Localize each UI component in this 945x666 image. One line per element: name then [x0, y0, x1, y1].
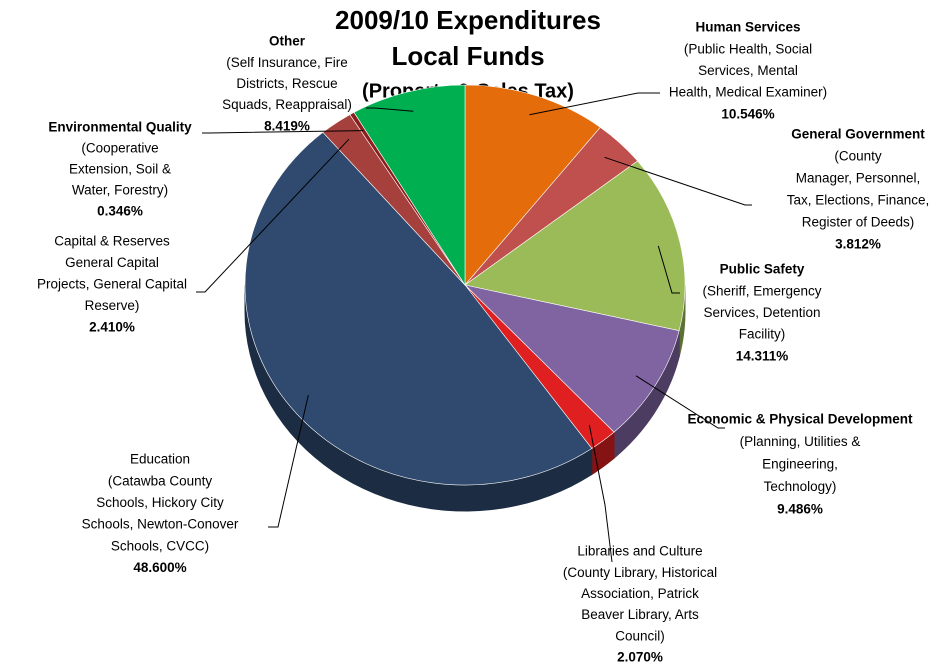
slice-description: Schools, Hickory City — [96, 495, 224, 510]
slice-description: Council) — [615, 628, 665, 643]
leader-line — [196, 138, 350, 293]
slice-description: (Cooperative — [81, 141, 158, 156]
chart-title: Local Funds — [391, 41, 544, 71]
slice-description: Technology) — [764, 479, 837, 494]
slice-description: Engineering, — [762, 457, 838, 472]
slice-description: (County — [834, 149, 882, 164]
leader-line — [529, 92, 660, 116]
slice-description: (Planning, Utilities & — [740, 434, 861, 449]
slice-description: Manager, Personnel, — [796, 171, 921, 186]
slice — [464, 84, 601, 286]
slice — [464, 160, 686, 332]
slice-name: Economic & Physical Development — [687, 412, 913, 427]
slice-name: Other — [269, 34, 306, 49]
slice-description: Services, Mental — [698, 63, 798, 78]
data-label: 2.410% — [89, 320, 135, 335]
data-label: 9.486% — [777, 502, 823, 517]
slice-name: Education — [130, 452, 190, 467]
slice-description: Association, Patrick — [581, 586, 699, 601]
data-label: 3.812% — [835, 237, 881, 252]
slice-description: Schools, Newton-Conover — [82, 517, 239, 532]
data-label: 48.600% — [133, 560, 186, 575]
slice-description: General Capital — [65, 255, 159, 270]
slice — [244, 131, 593, 486]
chart-title: 2009/10 Expenditures — [335, 5, 601, 35]
slice-description: Water, Forestry) — [72, 183, 168, 198]
slice-description: Services, Detention — [703, 305, 820, 320]
slice-description: Schools, CVCC) — [111, 538, 209, 553]
slice-description: Beaver Library, Arts — [581, 607, 699, 622]
slice-name: General Government — [791, 127, 925, 142]
leader-line — [366, 107, 414, 112]
slice-description: (County Library, Historical — [563, 565, 717, 580]
slice-description: Reserve) — [85, 298, 140, 313]
leader-line — [268, 394, 309, 528]
slice-description: Register of Deeds) — [802, 215, 915, 230]
slice-name: Capital & Reserves — [54, 234, 170, 249]
slice-name: Environmental Quality — [48, 120, 192, 135]
slice-description: Tax, Elections, Finance, — [787, 193, 930, 208]
slice — [353, 84, 466, 287]
leader-line — [657, 245, 680, 294]
slice-name: Libraries and Culture — [577, 544, 702, 559]
leader-line — [588, 424, 613, 563]
slice-description: Squads, Reappraisal) — [222, 97, 352, 112]
slice-description: Facility) — [739, 327, 786, 342]
slice-description: Extension, Soil & — [69, 162, 171, 177]
data-label: 2.070% — [617, 650, 663, 665]
slice-description: Projects, General Capital — [37, 277, 187, 292]
slice-name: Public Safety — [720, 262, 805, 277]
slice-description: (Public Health, Social — [684, 41, 812, 56]
slice — [464, 284, 680, 433]
leader-line — [604, 156, 752, 206]
slice-name: Human Services — [695, 20, 800, 35]
leader-line — [635, 375, 725, 429]
data-label: 14.311% — [736, 348, 789, 363]
slice-description: (Sheriff, Emergency — [702, 283, 821, 298]
slice-description: Districts, Rescue — [236, 76, 337, 91]
data-label: 10.546% — [721, 106, 774, 121]
slice-description: Health, Medical Examiner) — [669, 85, 827, 100]
leader-line — [202, 130, 364, 134]
slice-description: (Self Insurance, Fire — [226, 55, 348, 70]
data-label: 0.346% — [97, 204, 143, 219]
slice-description: (Catawba County — [108, 473, 213, 488]
data-label: 8.419% — [264, 118, 310, 133]
